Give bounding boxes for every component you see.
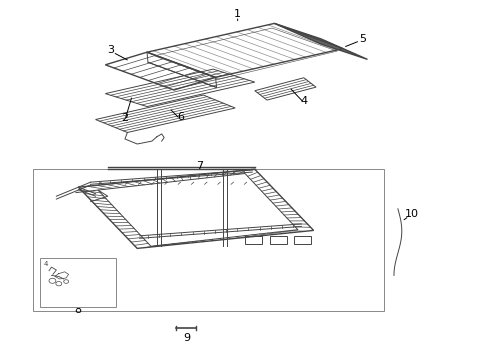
- Bar: [270, 236, 287, 244]
- Text: 7: 7: [196, 161, 203, 171]
- Text: 4: 4: [44, 261, 48, 266]
- Text: 8: 8: [74, 305, 81, 315]
- Text: 9: 9: [184, 333, 191, 343]
- Text: 2: 2: [122, 113, 128, 123]
- Bar: [40, 258, 116, 307]
- Text: 3: 3: [107, 45, 114, 55]
- Bar: [294, 236, 311, 244]
- Bar: [245, 236, 262, 244]
- Text: 5: 5: [359, 34, 366, 44]
- Text: 1: 1: [234, 9, 241, 19]
- Text: 10: 10: [405, 209, 418, 219]
- Bar: [33, 169, 384, 311]
- Text: 4: 4: [300, 96, 307, 106]
- Text: 6: 6: [177, 112, 184, 122]
